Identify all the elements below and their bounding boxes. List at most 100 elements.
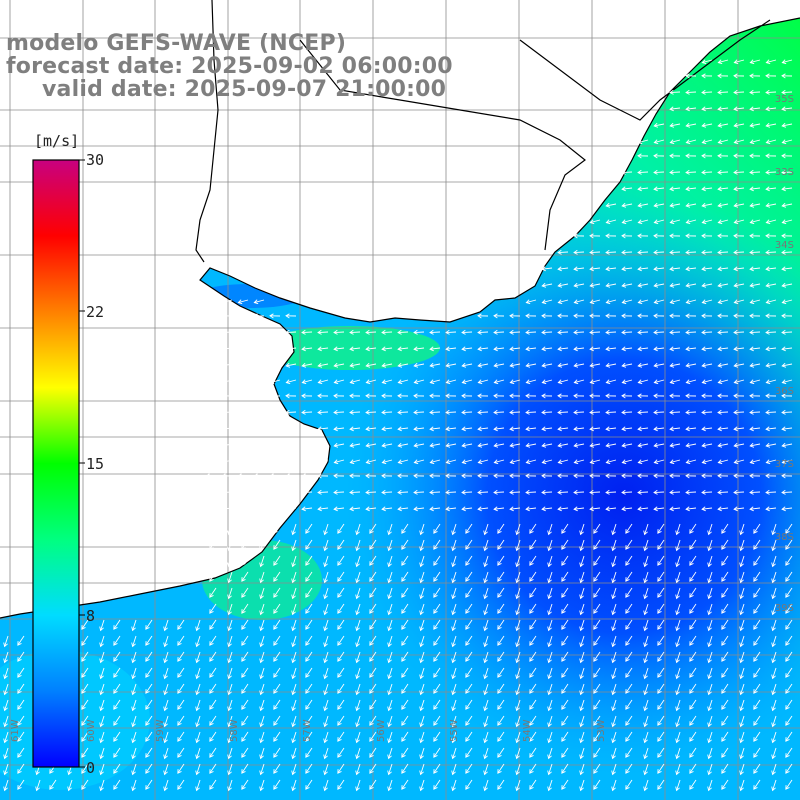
wind-arrow xyxy=(515,619,521,632)
wind-arrow xyxy=(589,266,601,272)
wind-arrow xyxy=(685,139,697,145)
wind-arrow xyxy=(305,571,313,582)
wind-arrow xyxy=(195,715,201,728)
wind-arrow xyxy=(429,379,441,385)
wind-arrow xyxy=(561,571,569,582)
wind-arrow xyxy=(657,555,665,566)
wind-arrow xyxy=(611,651,617,664)
wind-arrow xyxy=(227,763,233,776)
wind-arrow xyxy=(305,699,313,710)
wind-arrow xyxy=(749,169,761,175)
wind-arrow xyxy=(365,459,377,465)
wind-arrow xyxy=(317,506,329,512)
wind-arrow xyxy=(593,635,601,646)
wind-arrow xyxy=(461,489,473,495)
wind-arrow xyxy=(689,651,697,662)
wind-arrow xyxy=(685,153,697,159)
wind-arrow xyxy=(387,699,393,712)
wind-arrow xyxy=(621,202,633,208)
wind-arrow xyxy=(285,409,297,415)
wind-arrow xyxy=(637,282,649,288)
wind-arrow xyxy=(733,489,745,495)
wind-arrow xyxy=(701,409,713,415)
wind-arrow xyxy=(561,731,569,742)
wind-arrow xyxy=(717,186,729,192)
wind-arrow xyxy=(753,715,761,726)
wind-arrow xyxy=(675,667,681,680)
wind-arrow xyxy=(381,393,393,399)
wind-arrow xyxy=(209,571,217,582)
wind-arrow xyxy=(733,219,745,225)
wind-arrow xyxy=(573,299,585,305)
wind-arrow xyxy=(323,587,329,600)
wind-arrow xyxy=(669,266,681,272)
wind-arrow xyxy=(195,651,201,664)
wind-arrow xyxy=(589,506,601,512)
wind-arrow xyxy=(355,699,361,712)
wind-arrow xyxy=(781,186,793,192)
wind-arrow xyxy=(765,153,777,159)
wind-arrow xyxy=(717,489,729,495)
wind-arrow xyxy=(701,442,713,448)
wind-arrow xyxy=(253,489,265,495)
wind-arrow xyxy=(465,683,473,694)
wind-arrow xyxy=(131,683,137,696)
wind-arrow xyxy=(733,122,745,128)
wind-arrow xyxy=(163,731,169,744)
wind-arrow xyxy=(717,122,729,128)
wind-arrow xyxy=(753,667,761,678)
wind-arrow xyxy=(369,667,377,678)
wind-arrow xyxy=(557,299,569,305)
wind-arrow xyxy=(163,779,169,792)
wind-arrow xyxy=(589,459,601,465)
wind-arrow xyxy=(365,379,377,385)
wind-arrow xyxy=(413,393,425,399)
wind-arrow xyxy=(509,473,521,479)
wind-arrow xyxy=(483,779,489,792)
wind-arrow xyxy=(493,313,505,319)
wind-arrow xyxy=(589,299,601,305)
wind-arrow xyxy=(717,362,729,368)
wind-arrow xyxy=(477,459,489,465)
wind-arrow xyxy=(259,571,265,584)
wind-arrow xyxy=(669,473,681,479)
wind-arrow xyxy=(387,587,393,600)
wind-arrow xyxy=(419,747,425,760)
wind-arrow xyxy=(99,683,105,696)
wind-arrow xyxy=(611,763,617,776)
wind-arrow xyxy=(669,219,681,225)
wind-arrow xyxy=(525,506,537,512)
wind-arrow xyxy=(589,346,601,352)
wind-arrow xyxy=(653,442,665,448)
wind-arrow xyxy=(701,169,713,175)
wind-arrow xyxy=(589,219,601,225)
wind-arrow xyxy=(227,683,233,696)
wind-arrow xyxy=(305,539,313,550)
wind-arrow xyxy=(269,379,281,385)
wind-arrow xyxy=(707,603,713,616)
wind-arrow xyxy=(515,731,521,744)
wind-arrow xyxy=(669,362,681,368)
wind-arrow xyxy=(401,731,409,742)
wind-arrow xyxy=(733,139,745,145)
wind-arrow xyxy=(227,651,233,664)
wind-arrow xyxy=(273,779,281,790)
wind-arrow xyxy=(717,282,729,288)
wind-arrow xyxy=(241,539,249,550)
wind-arrow xyxy=(579,683,585,696)
wind-arrow xyxy=(509,313,521,319)
wind-arrow xyxy=(529,603,537,614)
wind-arrow xyxy=(707,747,713,760)
wind-arrow xyxy=(17,667,25,678)
wind-arrow xyxy=(689,747,697,758)
wind-arrow xyxy=(579,555,585,568)
wind-arrow xyxy=(509,379,521,385)
wind-arrow xyxy=(269,409,281,415)
wind-arrow xyxy=(733,202,745,208)
wind-arrow xyxy=(621,379,633,385)
wind-arrow xyxy=(113,763,121,774)
wind-arrow xyxy=(707,699,713,712)
wind-arrow xyxy=(717,329,729,335)
wind-arrow xyxy=(337,747,345,758)
